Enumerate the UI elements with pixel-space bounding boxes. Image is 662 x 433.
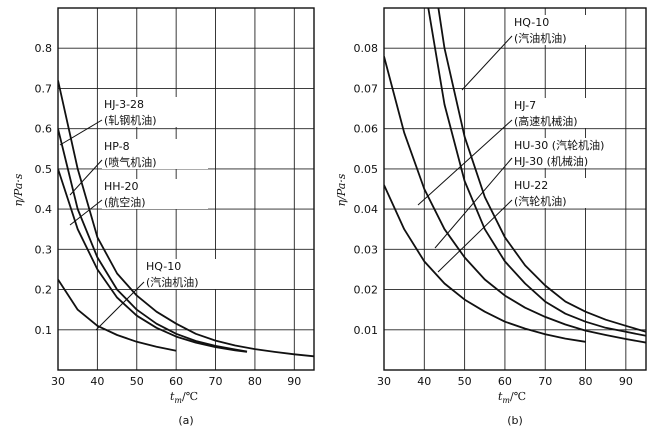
annotation-leader-line: [69, 159, 103, 196]
annotation-leader-line: [59, 119, 103, 146]
x-tick-label: 80: [248, 375, 262, 388]
y-tick-label: 0.8: [35, 42, 53, 55]
y-tick-label: 0.2: [35, 284, 53, 297]
annotation-label: HJ-3-28: [104, 98, 144, 111]
annotation-label: HU-30 (汽轮机油): [514, 138, 604, 152]
series-line-a-2: [58, 128, 248, 353]
series-line-b-1: [437, 8, 646, 333]
x-tick-label: 60: [498, 375, 512, 388]
plot-frame: [383, 7, 647, 371]
x-tick-label: 80: [579, 375, 593, 388]
series-line-a-4: [58, 279, 177, 352]
y-tick-label: 0.02: [354, 284, 379, 297]
x-tick-label: 90: [287, 375, 301, 388]
annotation-leader-line: [69, 199, 103, 226]
y-tick-label: 0.05: [354, 163, 379, 176]
annotation-background: [102, 97, 208, 127]
panel-b-chart: 30 40 50 60 70 80 90 0.01 0.02 0.03 0.04 0.05 0.06 0.…: [335, 7, 647, 405]
y-tick-label: 0.7: [35, 82, 53, 95]
annotation-label: HQ-10: [514, 16, 549, 29]
series-line-b-4: [384, 184, 586, 343]
annotation-background: [512, 178, 618, 208]
panel-a-chart: 30 40 50 60 70 80 90 0.1 0.2 0.3 0.4 0.5 0.6 0.7 0.8 η/…: [12, 7, 315, 405]
y-tick-label: 0.06: [354, 123, 379, 136]
annotation-label: (汽轮机油): [514, 194, 567, 208]
annotation-label: (轧钢机油): [104, 113, 157, 127]
y-tick-label: 0.4: [35, 203, 53, 216]
annotation-label: HJ-30 (机械油): [514, 154, 588, 168]
y-tick-label: 0.1: [35, 324, 53, 337]
x-axis-label: tm/℃: [170, 390, 198, 405]
annotation-background: [512, 98, 618, 128]
x-tick-label: 40: [90, 375, 104, 388]
x-axis-label: tm/℃: [498, 390, 526, 405]
annotation-label: (航空油): [104, 195, 146, 209]
annotation-background: [144, 259, 250, 289]
y-axis-label: η/Pa·s: [335, 173, 348, 206]
x-tick-label: 30: [377, 375, 391, 388]
x-tick-label: 30: [51, 375, 65, 388]
annotation-label: (汽油机油): [514, 31, 567, 45]
annotation-leader-line: [95, 281, 145, 331]
x-tick-label: 40: [417, 375, 431, 388]
y-tick-label: 0.04: [354, 203, 379, 216]
annotation-label: HP-8: [104, 140, 130, 153]
y-tick-label: 0.3: [35, 243, 53, 256]
annotation-leader-line: [437, 199, 513, 273]
x-tick-label: 70: [538, 375, 552, 388]
annotation-label: (喷气机油): [104, 155, 157, 169]
y-tick-label: 0.08: [354, 42, 379, 55]
annotation-background: [512, 15, 618, 45]
annotation-background: [102, 139, 208, 169]
annotation-leader-line: [461, 35, 513, 91]
annotation-leader-line: [434, 157, 513, 249]
y-axis-label: η/Pa·s: [12, 173, 25, 206]
annotation-label: HH-20: [104, 180, 139, 193]
annotation-leader-line: [417, 119, 513, 206]
series-line-a-1: [58, 80, 314, 358]
annotation-background: [512, 138, 618, 168]
annotation-background: [102, 179, 208, 209]
series-line-a-3: [58, 168, 248, 353]
y-tick-label: 0.6: [35, 123, 53, 136]
annotation-label: HU-22: [514, 179, 548, 192]
plot-frame: [57, 7, 315, 371]
x-tick-label: 50: [458, 375, 472, 388]
annotation-label: (汽油机油): [146, 275, 199, 289]
y-tick-label: 0.01: [354, 324, 379, 337]
annotation-label: HJ-7: [514, 99, 536, 112]
panel-a-caption: (a): [178, 414, 193, 427]
panel-b-caption: (b): [507, 414, 523, 427]
annotation-label: (高速机械油): [514, 114, 578, 128]
y-tick-label: 0.03: [354, 243, 379, 256]
x-tick-label: 70: [209, 375, 223, 388]
series-line-b-2: [427, 8, 646, 337]
x-tick-label: 50: [130, 375, 144, 388]
y-tick-label: 0.5: [35, 163, 53, 176]
x-tick-label: 90: [619, 375, 633, 388]
y-tick-label: 0.07: [354, 82, 379, 95]
annotation-label: HQ-10: [146, 260, 181, 273]
x-tick-label: 60: [169, 375, 183, 388]
